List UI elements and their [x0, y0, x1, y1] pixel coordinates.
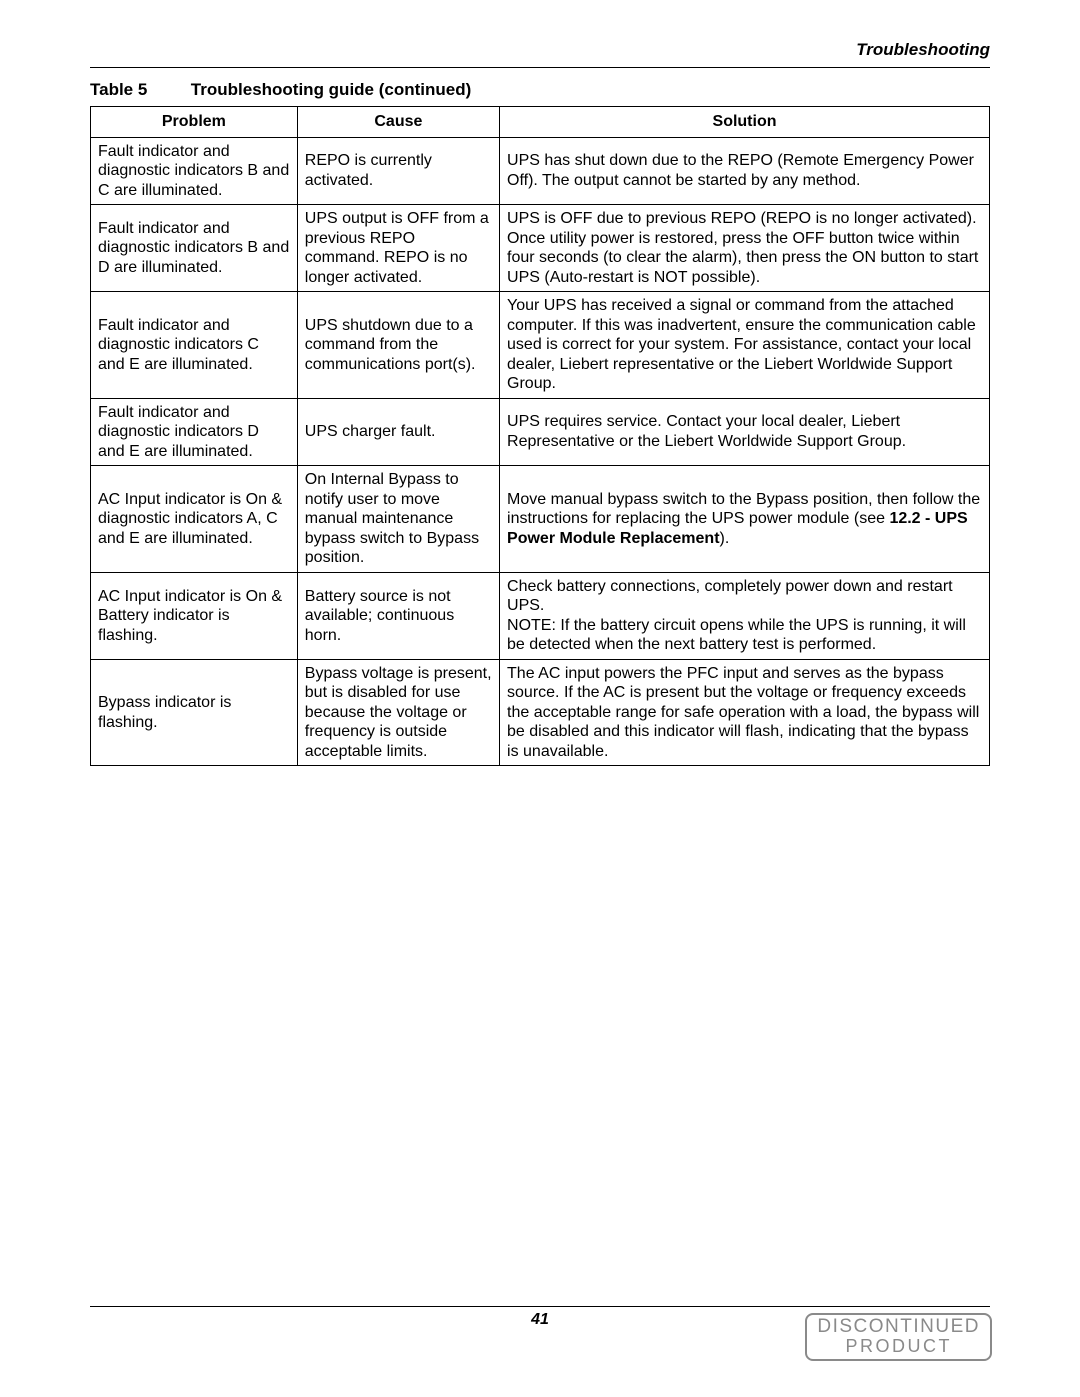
table-body: Fault indicator and diagnostic indicator…	[91, 137, 990, 766]
discontinued-stamp: DISCONTINUED PRODUCT	[805, 1313, 992, 1361]
solution-pre: UPS is OFF due to previous REPO (REPO is…	[507, 210, 978, 286]
table-row: AC Input indicator is On & diagnostic in…	[91, 466, 990, 573]
table-row: AC Input indicator is On & Battery indic…	[91, 572, 990, 659]
solution-pre: Your UPS has received a signal or comman…	[507, 297, 976, 392]
table-header-row: Problem Cause Solution	[91, 107, 990, 138]
table-number: Table 5	[90, 80, 147, 100]
table-row: Fault indicator and diagnostic indicator…	[91, 398, 990, 466]
stamp-line-1: DISCONTINUED	[817, 1317, 980, 1336]
cell-cause: UPS output is OFF from a previous REPO c…	[297, 205, 499, 292]
table-row: Bypass indicator is flashing. Bypass vol…	[91, 659, 990, 766]
cell-problem: Fault indicator and diagnostic indicator…	[91, 137, 298, 205]
cell-cause: On Internal Bypass to notify user to mov…	[297, 466, 499, 573]
solution-pre: UPS has shut down due to the REPO (Remot…	[507, 152, 974, 189]
cell-problem: Fault indicator and diagnostic indicator…	[91, 292, 298, 399]
section-header: Troubleshooting	[90, 40, 990, 63]
table-row: Fault indicator and diagnostic indicator…	[91, 137, 990, 205]
cell-solution: Your UPS has received a signal or comman…	[500, 292, 990, 399]
rule-top	[90, 67, 990, 68]
cell-cause: Bypass voltage is present, but is disabl…	[297, 659, 499, 766]
table-caption: Table 5 Troubleshooting guide (continued…	[90, 80, 990, 100]
cell-cause: UPS charger fault.	[297, 398, 499, 466]
col-header-cause: Cause	[297, 107, 499, 138]
rule-bottom	[90, 1306, 990, 1307]
col-header-solution: Solution	[500, 107, 990, 138]
solution-pre: Check battery connections, completely po…	[507, 578, 966, 654]
cell-solution: Move manual bypass switch to the Bypass …	[500, 466, 990, 573]
cell-solution: UPS requires service. Contact your local…	[500, 398, 990, 466]
table-row: Fault indicator and diagnostic indicator…	[91, 292, 990, 399]
table-title: Troubleshooting guide (continued)	[191, 80, 471, 100]
cell-problem: AC Input indicator is On & diagnostic in…	[91, 466, 298, 573]
cell-solution: Check battery connections, completely po…	[500, 572, 990, 659]
cell-cause: REPO is currently activated.	[297, 137, 499, 205]
troubleshooting-table: Problem Cause Solution Fault indicator a…	[90, 106, 990, 766]
cell-problem: AC Input indicator is On & Battery indic…	[91, 572, 298, 659]
table-row: Fault indicator and diagnostic indicator…	[91, 205, 990, 292]
cell-solution: UPS is OFF due to previous REPO (REPO is…	[500, 205, 990, 292]
solution-pre: The AC input powers the PFC input and se…	[507, 665, 979, 760]
cell-solution: UPS has shut down due to the REPO (Remot…	[500, 137, 990, 205]
page: Troubleshooting Table 5 Troubleshooting …	[0, 0, 1080, 1397]
solution-pre: UPS requires service. Contact your local…	[507, 413, 906, 450]
cell-problem: Fault indicator and diagnostic indicator…	[91, 205, 298, 292]
cell-problem: Fault indicator and diagnostic indicator…	[91, 398, 298, 466]
col-header-problem: Problem	[91, 107, 298, 138]
cell-cause: UPS shutdown due to a command from the c…	[297, 292, 499, 399]
cell-cause: Battery source is not available; continu…	[297, 572, 499, 659]
cell-problem: Bypass indicator is flashing.	[91, 659, 298, 766]
stamp-line-2: PRODUCT	[817, 1337, 980, 1355]
solution-post: ).	[720, 530, 730, 547]
cell-solution: The AC input powers the PFC input and se…	[500, 659, 990, 766]
